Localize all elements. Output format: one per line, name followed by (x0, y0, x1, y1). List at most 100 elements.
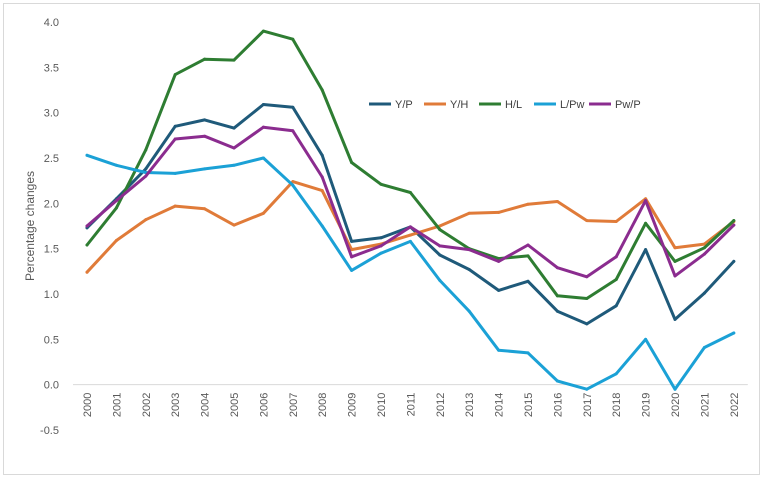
x-axis-ticks: 2000 2001 2002 2003 2004 2005 2006 2007 2008 2009… (82, 393, 741, 417)
data-point-l-pw (438, 278, 442, 282)
data-point-y-h (203, 207, 207, 211)
data-point-y-p (702, 291, 706, 295)
data-point-y-p (291, 105, 295, 109)
data-point-pw-p (232, 146, 236, 150)
data-point-y-p (320, 153, 324, 157)
x-tick-label: 2018 (611, 393, 623, 417)
legend-label-y-p: Y/P (395, 99, 413, 111)
x-tick-label: 2016 (552, 393, 564, 417)
data-point-pw-p (497, 259, 501, 263)
data-point-y-p (379, 236, 383, 240)
legend: Y/P Y/H H/L L/Pw Pw/P (369, 99, 641, 111)
data-point-pw-p (408, 225, 412, 229)
y-tick-label: 2.0 (44, 198, 59, 210)
data-point-pw-p (644, 199, 648, 203)
data-point-h-l (673, 259, 677, 263)
y-tick-label: 1.5 (44, 244, 59, 256)
data-point-h-l (114, 206, 118, 210)
data-point-h-l (408, 190, 412, 194)
data-point-h-l (232, 58, 236, 62)
data-point-pw-p (114, 199, 118, 203)
data-point-y-h (350, 248, 354, 252)
data-point-pw-p (173, 137, 177, 141)
data-point-y-p (614, 304, 618, 308)
data-point-y-p (438, 253, 442, 257)
data-point-pw-p (673, 274, 677, 278)
data-point-pw-p (702, 252, 706, 256)
x-tick-label: 2014 (494, 393, 506, 417)
x-tick-label: 2013 (464, 393, 476, 417)
data-point-l-pw (203, 167, 207, 171)
data-point-y-h (614, 219, 618, 223)
x-tick-label: 2012 (435, 393, 447, 417)
data-point-y-h (555, 200, 559, 204)
x-tick-label: 2010 (376, 393, 388, 417)
data-point-y-p (673, 317, 677, 321)
x-tick-label: 2002 (141, 393, 153, 417)
legend-label-h-l: H/L (505, 99, 522, 111)
legend-label-y-h: Y/H (450, 99, 468, 111)
x-tick-label: 2006 (258, 393, 270, 417)
data-point-y-p (732, 259, 736, 263)
data-point-h-l (291, 37, 295, 41)
data-point-y-p (526, 279, 530, 283)
data-point-l-pw (673, 387, 677, 391)
data-point-y-h (291, 180, 295, 184)
data-point-y-h (173, 204, 177, 208)
data-point-l-pw (555, 379, 559, 383)
data-point-y-p (350, 239, 354, 243)
y-tick-label: 0.5 (44, 334, 59, 346)
data-point-pw-p (438, 244, 442, 248)
data-point-h-l (438, 228, 442, 232)
x-tick-label: 2017 (582, 393, 594, 417)
data-point-l-pw (320, 224, 324, 228)
x-tick-label: 2015 (523, 393, 535, 417)
y-tick-label: 3.5 (44, 62, 59, 74)
data-point-l-pw (350, 268, 354, 272)
x-tick-label: 2000 (82, 393, 94, 417)
data-point-l-pw (497, 348, 501, 352)
data-point-h-l (644, 221, 648, 225)
x-tick-label: 2022 (729, 393, 741, 417)
data-point-y-h (261, 211, 265, 215)
data-point-y-h (702, 242, 706, 246)
data-point-h-l (614, 277, 618, 281)
data-point-pw-p (320, 175, 324, 179)
y-axis-ticks: -0.5 0.0 0.5 1.0 1.5 2.0 2.5 3.0 3.5 4.0 (40, 17, 59, 437)
data-point-l-pw (114, 163, 118, 167)
data-point-y-p (173, 124, 177, 128)
data-point-pw-p (261, 125, 265, 129)
data-point-y-p (644, 248, 648, 252)
data-point-y-p (144, 167, 148, 171)
data-point-y-h (585, 219, 589, 223)
data-point-l-pw (467, 309, 471, 313)
data-point-h-l (320, 88, 324, 92)
y-tick-label: 1.0 (44, 289, 59, 301)
data-point-pw-p (732, 223, 736, 227)
data-point-pw-p (467, 248, 471, 252)
y-tick-label: 4.0 (44, 17, 59, 29)
data-point-y-p (497, 288, 501, 292)
data-point-h-l (144, 148, 148, 152)
data-point-pw-p (203, 134, 207, 138)
data-point-l-pw (644, 337, 648, 341)
data-point-l-pw (408, 239, 412, 243)
data-point-y-h (467, 211, 471, 215)
data-point-pw-p (614, 255, 618, 259)
legend-label-pw-p: Pw/P (615, 99, 641, 111)
data-point-pw-p (144, 174, 148, 178)
data-point-y-p (555, 309, 559, 313)
data-point-pw-p (555, 266, 559, 270)
x-tick-label: 2003 (170, 393, 182, 417)
y-axis-title: Percentage changes (23, 171, 37, 281)
x-tick-label: 2007 (288, 393, 300, 417)
data-point-pw-p (291, 129, 295, 133)
series-line-h-l (85, 29, 736, 300)
data-point-y-h (85, 270, 89, 274)
y-tick-label: 3.0 (44, 108, 59, 120)
data-point-h-l (379, 182, 383, 186)
data-point-h-l (585, 297, 589, 301)
data-point-pw-p (350, 255, 354, 259)
data-point-l-pw (526, 351, 530, 355)
legend-label-l-pw: L/Pw (560, 99, 585, 111)
